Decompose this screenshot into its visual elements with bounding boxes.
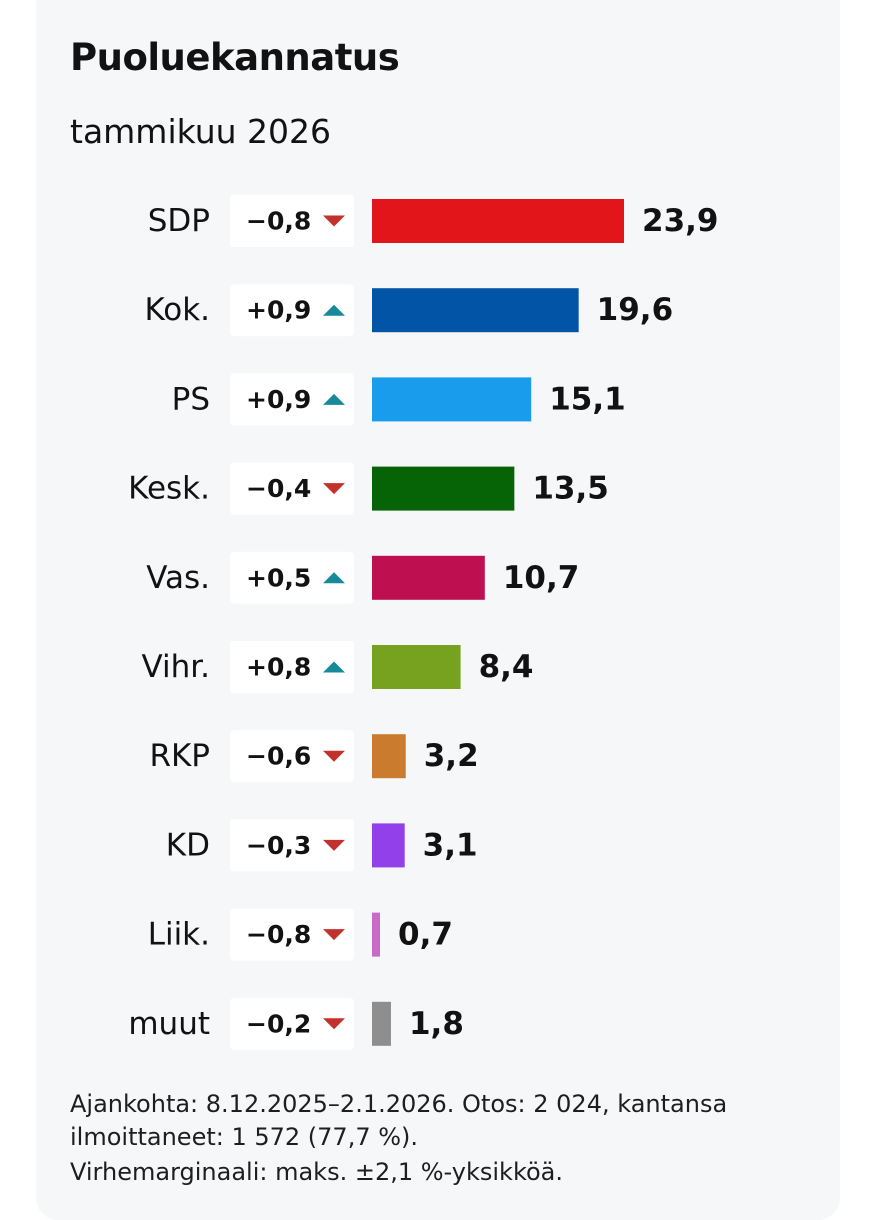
change-value-rkp: −0,6 <box>246 742 311 771</box>
value-label-kok: 19,6 <box>597 292 674 328</box>
chart-title: Puoluekannatus <box>70 36 400 79</box>
bar-kok <box>372 288 579 333</box>
bar-liik <box>372 912 380 957</box>
change-value-kok: +0,9 <box>246 296 311 325</box>
change-badge-vihr <box>230 641 354 693</box>
change-value-kesk: −0,4 <box>246 474 311 503</box>
change-value-ps: +0,9 <box>246 385 311 414</box>
change-value-liik: −0,8 <box>246 920 311 949</box>
footnote-sample-info: Ajankohta: 8.12.2025–2.1.2026. Otos: 2 0… <box>70 1090 728 1151</box>
party-label-kd: KD <box>166 827 210 863</box>
chart-subtitle: tammikuu 2026 <box>70 112 332 151</box>
change-value-sdp: −0,8 <box>246 207 311 236</box>
change-badge-muut <box>230 997 354 1050</box>
arrow-up-icon-vihr <box>323 661 345 673</box>
bar-muut <box>372 1001 391 1046</box>
bar-sdp <box>372 199 624 243</box>
bar-ps <box>372 377 532 422</box>
party-label-rkp: RKP <box>149 738 210 774</box>
change-value-muut: −0,2 <box>246 1009 311 1038</box>
party-label-sdp: SDP <box>148 203 210 239</box>
bar-vihr <box>372 645 461 689</box>
bar-kd <box>372 823 405 868</box>
footnote-error-margin: Virhemarginaali: maks. ±2,1 %-yksikköä. <box>70 1158 564 1186</box>
value-label-muut: 1,8 <box>409 1006 464 1042</box>
value-label-ps: 15,1 <box>549 381 626 417</box>
bar-kesk <box>372 466 515 511</box>
party-label-muut: muut <box>128 1006 210 1042</box>
change-badge-ps <box>230 373 354 426</box>
arrow-up-icon-ps <box>323 393 345 405</box>
arrow-down-icon-kd <box>323 839 345 851</box>
value-label-kd: 3,1 <box>423 827 478 863</box>
value-label-liik: 0,7 <box>398 917 453 953</box>
value-label-vihr: 8,4 <box>479 649 534 685</box>
chart-footnote: Ajankohta: 8.12.2025–2.1.2026. Otos: 2 0… <box>70 1088 790 1189</box>
change-badge-kd <box>230 819 354 872</box>
change-value-vas: +0,5 <box>246 563 311 592</box>
change-badge-kok <box>230 284 354 337</box>
change-badge-kesk <box>230 462 354 515</box>
value-label-vas: 10,7 <box>503 560 580 596</box>
arrow-down-icon-muut <box>323 1018 345 1030</box>
change-value-vihr: +0,8 <box>246 653 311 682</box>
party-label-kesk: Kesk. <box>128 471 210 507</box>
value-label-kesk: 13,5 <box>532 471 609 507</box>
arrow-down-icon-kesk <box>323 483 345 495</box>
change-value-kd: −0,3 <box>246 831 311 860</box>
arrow-down-icon-liik <box>323 929 345 941</box>
party-label-kok: Kok. <box>144 292 210 328</box>
bar-vas <box>372 555 485 600</box>
bar-rkp <box>372 734 406 779</box>
arrow-up-icon-kok <box>323 304 345 316</box>
party-label-vihr: Vihr. <box>141 649 210 685</box>
change-badge-vas <box>230 551 354 604</box>
value-label-rkp: 3,2 <box>424 738 479 774</box>
change-badge-rkp <box>230 730 354 783</box>
change-badge-liik <box>230 908 354 961</box>
change-badge-sdp <box>230 195 354 247</box>
party-label-vas: Vas. <box>146 560 210 596</box>
arrow-up-icon-vas <box>323 572 345 584</box>
arrow-down-icon-sdp <box>323 215 345 227</box>
party-label-liik: Liik. <box>148 917 210 953</box>
party-label-ps: PS <box>172 381 210 417</box>
value-label-sdp: 23,9 <box>642 203 719 239</box>
arrow-down-icon-rkp <box>323 750 345 762</box>
